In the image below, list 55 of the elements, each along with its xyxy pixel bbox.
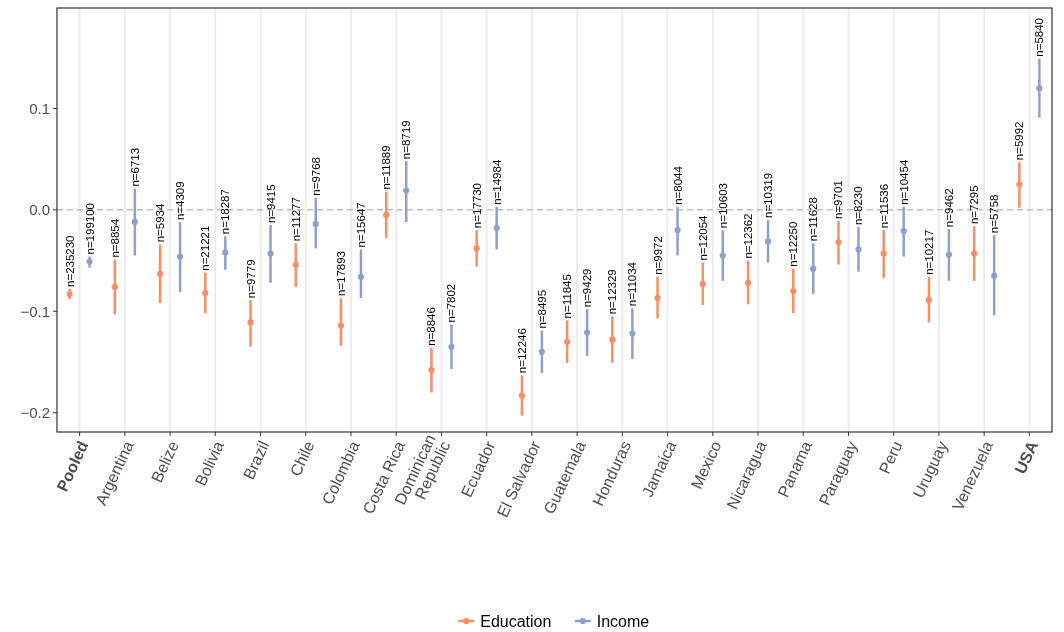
- annotation: n=9701: [832, 180, 845, 220]
- annotation: n=8719: [400, 120, 413, 160]
- annotation: n=8044: [671, 165, 684, 205]
- annotation: n=9462: [942, 188, 955, 228]
- annotation: n=11034: [626, 261, 639, 307]
- annotation: n=9429: [581, 268, 594, 308]
- annotation: n=9779: [244, 259, 257, 299]
- annotation: n=10603: [716, 183, 729, 229]
- annotation: n=11889: [380, 145, 393, 190]
- annotation: n=11277: [289, 197, 302, 242]
- annotation: n=235230: [63, 235, 76, 287]
- annotation: n=21221: [199, 225, 212, 271]
- annotation: n=9415: [264, 184, 277, 224]
- annotation: n=5992: [1013, 121, 1026, 161]
- annotation: n=12250: [787, 221, 800, 267]
- annotation: n=17893: [334, 251, 347, 297]
- annotation: n=7802: [445, 283, 458, 323]
- annotation: n=4309: [174, 181, 187, 221]
- y-tick-label: 0.1: [29, 99, 50, 117]
- annotation: n=8495: [535, 289, 548, 329]
- annotation: n=10217: [922, 229, 935, 275]
- annotation: n=12362: [742, 213, 755, 259]
- x-tick-label: Chile: [286, 438, 318, 479]
- annotation: n=11845: [561, 274, 574, 319]
- legend-label: Income: [596, 612, 650, 630]
- x-tick-label: Brazil: [240, 438, 273, 482]
- x-tick-label: USA: [1011, 438, 1042, 477]
- legend-label: Education: [480, 612, 552, 630]
- y-tick-label: −0.1: [20, 302, 50, 320]
- x-tick-label: Belize: [148, 438, 182, 486]
- annotation: n=10319: [762, 172, 775, 218]
- annotation: n=12329: [606, 269, 619, 315]
- annotation: n=17730: [470, 183, 483, 229]
- x-tick-label: Peru: [875, 438, 906, 477]
- annotation: n=12054: [696, 214, 709, 261]
- annotation: n=5934: [154, 203, 167, 243]
- annotation: n=5758: [988, 194, 1001, 234]
- annotation: n=15647: [354, 202, 367, 248]
- annotation: n=9768: [309, 156, 322, 196]
- annotation: n=199100: [83, 203, 96, 255]
- annotation: n=6713: [128, 147, 141, 187]
- annotation: n=18287: [219, 189, 232, 235]
- annotation: n=8846: [425, 307, 438, 346]
- annotation: n=7295: [968, 185, 981, 225]
- y-tick-label: −0.2: [20, 403, 50, 421]
- annotation: n=8854: [108, 218, 121, 258]
- annotation: n=11536: [877, 183, 890, 229]
- annotation: n=12246: [515, 328, 528, 374]
- annotation: n=5840: [1033, 18, 1046, 57]
- y-tick-label: 0.0: [29, 201, 50, 219]
- annotation: n=9972: [651, 236, 664, 275]
- annotation: n=10454: [897, 159, 910, 205]
- annotation: n=14984: [490, 159, 503, 205]
- annotation: n=11628: [807, 197, 820, 242]
- annotation: n=8230: [852, 186, 865, 226]
